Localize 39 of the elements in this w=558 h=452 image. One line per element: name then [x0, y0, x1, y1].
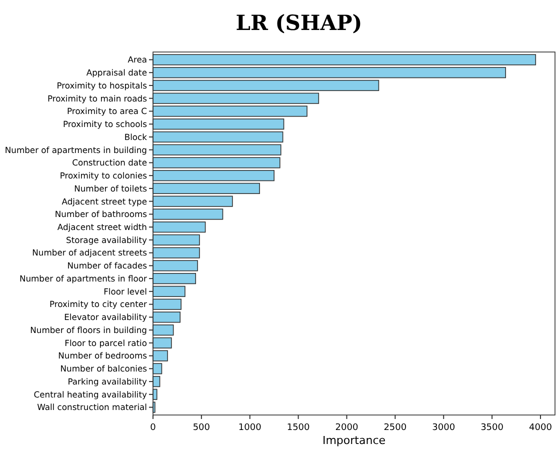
y-tick-label: Proximity to colonies — [60, 170, 147, 181]
y-tick-label: Floor level — [104, 286, 147, 296]
y-tick-label: Proximity to main roads — [47, 93, 147, 104]
y-tick-label: Proximity to city center — [49, 299, 148, 310]
y-tick-label: Parking availability — [68, 376, 148, 386]
y-tick-label: Elevator availability — [64, 312, 148, 322]
y-tick-label: Area — [128, 54, 147, 65]
x-axis-title: Importance — [322, 434, 386, 447]
y-tick-label: Number of bathrooms — [54, 209, 147, 220]
y-tick-label: Number of balconies — [60, 364, 147, 374]
x-tick-label: 2500 — [384, 423, 407, 433]
y-tick-label: Wall construction material — [37, 402, 147, 412]
x-tick-label: 1000 — [238, 423, 262, 433]
x-tick-label: 500 — [192, 423, 210, 433]
y-tick-label: Central heating availability — [34, 389, 148, 400]
x-tick-label: 0 — [150, 423, 156, 433]
y-tick-label: Proximity to area C — [67, 106, 148, 116]
y-tick-label: Number of adjacent streets — [32, 248, 147, 258]
chart-title: LR (SHAP) — [236, 10, 362, 35]
y-tick-label: Construction date — [72, 158, 147, 168]
y-tick-label: Floor to parcel ratio — [64, 338, 147, 348]
y-tick-label: Block — [124, 132, 148, 142]
x-tick-label: 2000 — [335, 423, 358, 433]
x-tick-label: 3500 — [480, 423, 504, 433]
y-tick-label: Number of floors in building — [30, 324, 147, 335]
x-tick-label: 4000 — [529, 423, 552, 433]
y-tick-label: Number of apartments in floor — [19, 273, 148, 284]
y-tick-label: Number of facades — [67, 260, 147, 271]
y-tick-label: Adjacent street width — [57, 222, 147, 232]
y-tick-label: Proximity to hospitals — [56, 80, 147, 90]
y-tick-label: Storage availability — [66, 234, 148, 245]
x-tick-label: 1500 — [286, 423, 310, 433]
y-tick-label: Number of toilets — [74, 183, 147, 194]
x-tick-label: 3000 — [432, 423, 456, 433]
y-tick-label: Number of bedrooms — [58, 350, 147, 361]
y-tick-label: Appraisal date — [86, 68, 147, 78]
y-tick-label: Number of apartments in building — [4, 144, 147, 155]
y-tick-label: Proximity to schools — [63, 119, 147, 130]
y-tick-label: Adjacent street type — [62, 196, 147, 206]
